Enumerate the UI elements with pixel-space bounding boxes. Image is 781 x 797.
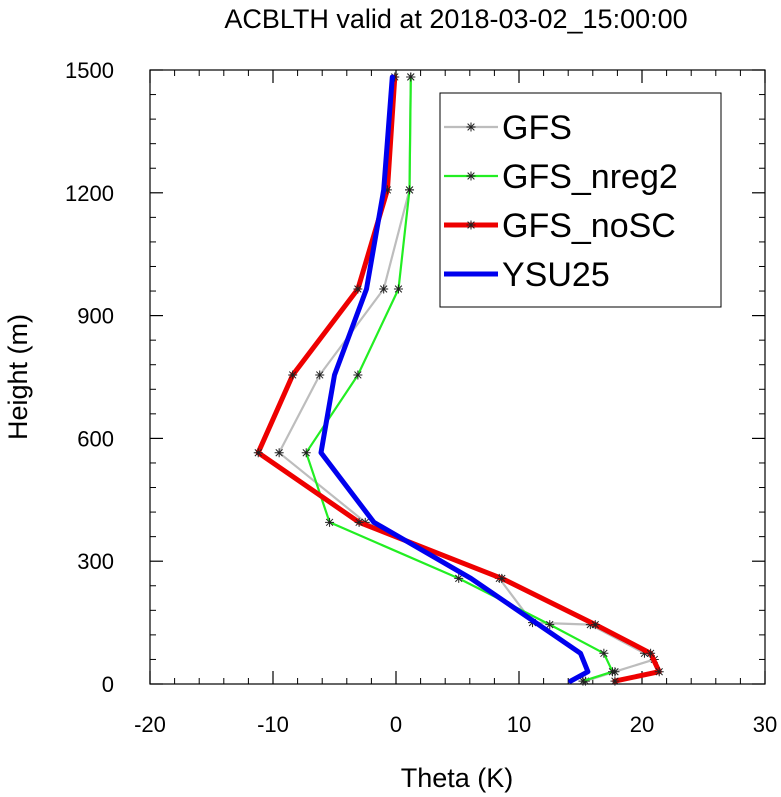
series-gfs-nosc (253, 72, 664, 686)
y-axis-label: Height (m) (3, 314, 33, 440)
data-point-marker (274, 448, 284, 458)
series-line (318, 74, 591, 684)
x-axis-tick-labels: -20 -10 0 10 20 30 (134, 712, 777, 737)
plot-frame (149, 69, 766, 685)
data-point-marker (466, 122, 476, 132)
legend-label: GFS_nreg2 (502, 158, 678, 196)
x-tick-label: -10 (257, 712, 289, 737)
series-layer (253, 72, 664, 686)
data-point-marker (639, 648, 649, 658)
series-gfs-nreg2 (301, 72, 617, 686)
x-axis-label: Theta (K) (401, 763, 514, 793)
x-tick-label: -20 (134, 712, 166, 737)
legend-label: GFS_noSC (502, 207, 676, 245)
data-point-marker (379, 284, 389, 294)
data-point-marker (393, 284, 403, 294)
data-point-marker (353, 284, 363, 294)
y-tick-label: 1500 (65, 58, 114, 83)
data-point-marker (654, 667, 664, 677)
data-point-marker (406, 72, 416, 82)
series-ysu25 (318, 74, 591, 684)
x-tick-label: 20 (630, 712, 654, 737)
data-point-marker (466, 171, 476, 181)
y-tick-label: 600 (77, 426, 114, 451)
data-point-marker (607, 667, 617, 677)
data-point-marker (599, 648, 609, 658)
data-point-marker (466, 220, 476, 230)
x-tick-label: 0 (390, 712, 402, 737)
data-point-marker (405, 185, 415, 195)
data-point-marker (590, 620, 600, 630)
data-point-marker (454, 573, 464, 583)
legend: GFS GFS_nreg2 GFS_noSC YSU25 (439, 92, 722, 308)
data-point-marker (288, 370, 298, 380)
legend-item: GFS_noSC (444, 207, 676, 245)
y-tick-label: 300 (77, 549, 114, 574)
chart-title: ACBLTH valid at 2018-03-02_15:00:00 (224, 4, 687, 34)
data-point-marker (646, 648, 656, 658)
data-point-marker (354, 517, 364, 527)
legend-label: GFS (502, 109, 572, 147)
data-point-marker (382, 185, 392, 195)
legend-item: GFS (444, 109, 572, 147)
axis-ticks (149, 69, 766, 685)
x-tick-label: 30 (753, 712, 777, 737)
x-tick-label: 10 (507, 712, 531, 737)
legend-label: YSU25 (502, 256, 610, 294)
data-point-marker (497, 573, 507, 583)
data-point-marker (253, 448, 263, 458)
data-point-marker (301, 448, 311, 458)
y-axis-tick-labels: 0 300 600 900 1200 1500 (65, 58, 114, 697)
legend-box (439, 92, 722, 308)
data-point-marker (353, 370, 363, 380)
y-tick-label: 900 (77, 304, 114, 329)
data-point-marker (578, 676, 588, 686)
data-point-marker (610, 676, 620, 686)
data-point-marker (325, 517, 335, 527)
data-point-marker (315, 370, 325, 380)
legend-item: GFS_nreg2 (444, 158, 678, 196)
plot-area (149, 69, 766, 686)
y-tick-label: 0 (102, 672, 114, 697)
y-tick-label: 1200 (65, 181, 114, 206)
legend-item: YSU25 (444, 256, 610, 294)
data-point-marker (545, 620, 555, 630)
